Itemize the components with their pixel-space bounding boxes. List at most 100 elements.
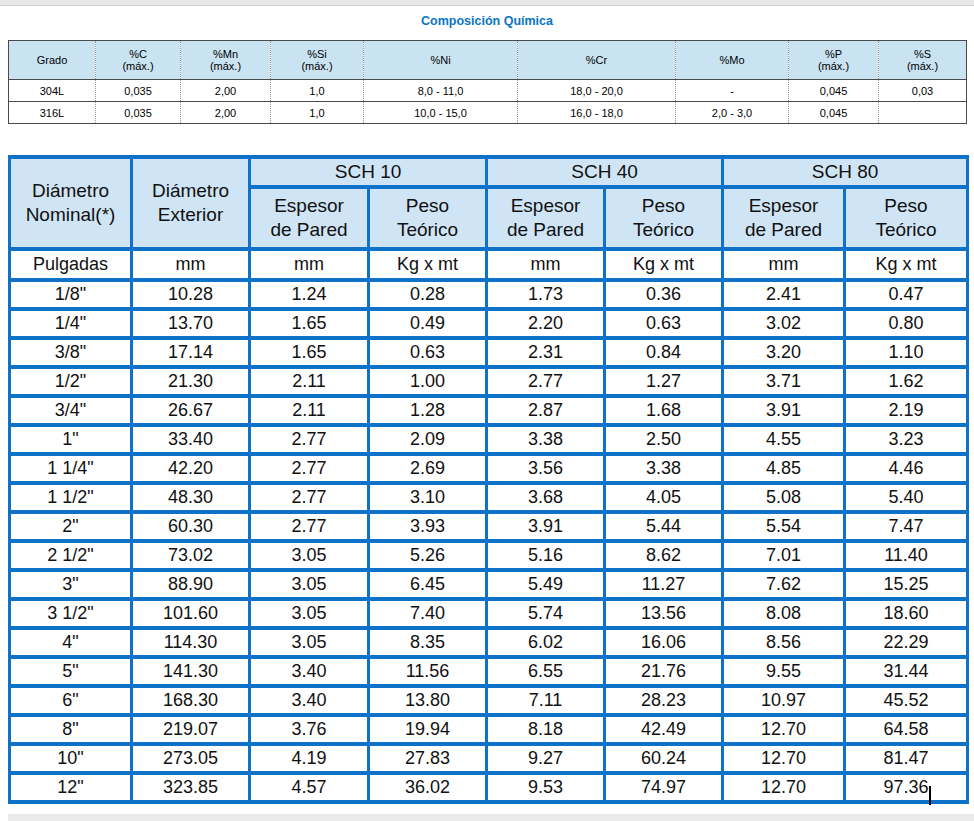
unit-cell-pulgadas[interactable]: Pulgadas: [10, 249, 132, 280]
sch10-wall-cell[interactable]: 2.11: [250, 396, 369, 425]
sch40-weight-cell[interactable]: 16.06: [605, 628, 723, 657]
nominal-diameter-cell[interactable]: 1/8": [10, 280, 132, 309]
value-cell[interactable]: 0,035: [96, 102, 181, 124]
sch40-weight-cell[interactable]: 2.50: [605, 425, 723, 454]
nominal-diameter-cell[interactable]: 3": [10, 570, 132, 599]
sch10-weight-cell[interactable]: 5.26: [369, 541, 487, 570]
col-header-sch10-weight[interactable]: Peso Teórico: [369, 187, 487, 249]
sch80-wall-cell[interactable]: 3.02: [723, 309, 845, 338]
sch80-wall-cell[interactable]: 4.85: [723, 454, 845, 483]
unit-cell-mm[interactable]: mm: [723, 249, 845, 280]
sch80-wall-cell[interactable]: 8.56: [723, 628, 845, 657]
sch40-wall-cell[interactable]: 3.38: [487, 425, 605, 454]
sch10-wall-cell[interactable]: 2.77: [250, 483, 369, 512]
sch40-wall-cell[interactable]: 2.31: [487, 338, 605, 367]
sch80-weight-cell[interactable]: 64.58: [845, 715, 968, 744]
sch80-wall-cell[interactable]: 12.70: [723, 744, 845, 773]
sch10-weight-cell[interactable]: 36.02: [369, 773, 487, 802]
sch40-wall-cell[interactable]: 3.56: [487, 454, 605, 483]
col-header-chromium[interactable]: %Cr: [518, 41, 676, 80]
sch80-weight-cell[interactable]: 0.47: [845, 280, 968, 309]
sch40-wall-cell[interactable]: 1.73: [487, 280, 605, 309]
sch40-weight-cell[interactable]: 21.76: [605, 657, 723, 686]
nominal-diameter-cell[interactable]: 8": [10, 715, 132, 744]
sch10-weight-cell[interactable]: 2.09: [369, 425, 487, 454]
sch10-weight-cell[interactable]: 13.80: [369, 686, 487, 715]
sch40-wall-cell[interactable]: 2.20: [487, 309, 605, 338]
sch80-weight-cell[interactable]: 97.36: [845, 773, 968, 802]
sch10-weight-cell[interactable]: 3.10: [369, 483, 487, 512]
sch80-wall-cell[interactable]: 4.55: [723, 425, 845, 454]
col-header-sch40-wall[interactable]: Espesor de Pared: [487, 187, 605, 249]
sch10-wall-cell[interactable]: 4.19: [250, 744, 369, 773]
sch80-wall-cell[interactable]: 5.54: [723, 512, 845, 541]
col-header-outer-diameter[interactable]: Diámetro Exterior: [132, 157, 250, 249]
sch10-weight-cell[interactable]: 1.00: [369, 367, 487, 396]
sch80-weight-cell[interactable]: 2.19: [845, 396, 968, 425]
value-cell[interactable]: [879, 102, 967, 124]
outer-diameter-cell[interactable]: 13.70: [132, 309, 250, 338]
sch10-weight-cell[interactable]: 0.63: [369, 338, 487, 367]
sch10-wall-cell[interactable]: 2.77: [250, 425, 369, 454]
sch10-wall-cell[interactable]: 3.76: [250, 715, 369, 744]
sch10-wall-cell[interactable]: 3.40: [250, 657, 369, 686]
sch80-weight-cell[interactable]: 15.25: [845, 570, 968, 599]
sch10-weight-cell[interactable]: 11.56: [369, 657, 487, 686]
outer-diameter-cell[interactable]: 26.67: [132, 396, 250, 425]
sch40-weight-cell[interactable]: 0.84: [605, 338, 723, 367]
nominal-diameter-cell[interactable]: 3/8": [10, 338, 132, 367]
sch40-weight-cell[interactable]: 5.44: [605, 512, 723, 541]
sch40-weight-cell[interactable]: 11.27: [605, 570, 723, 599]
value-cell[interactable]: 2,00: [181, 102, 271, 124]
sch40-wall-cell[interactable]: 5.16: [487, 541, 605, 570]
sch40-wall-cell[interactable]: 3.91: [487, 512, 605, 541]
outer-diameter-cell[interactable]: 21.30: [132, 367, 250, 396]
sch10-weight-cell[interactable]: 19.94: [369, 715, 487, 744]
value-cell[interactable]: 18,0 - 20,0: [518, 80, 676, 102]
col-header-nominal-diameter[interactable]: Diámetro Nominal(*): [10, 157, 132, 249]
value-cell[interactable]: 2,0 - 3,0: [676, 102, 789, 124]
sch40-wall-cell[interactable]: 9.53: [487, 773, 605, 802]
sch80-weight-cell[interactable]: 81.47: [845, 744, 968, 773]
sch40-wall-cell[interactable]: 6.55: [487, 657, 605, 686]
grade-cell[interactable]: 304L: [9, 80, 96, 102]
sch80-wall-cell[interactable]: 5.08: [723, 483, 845, 512]
col-header-nickel[interactable]: %Ni: [364, 41, 518, 80]
sch40-weight-cell[interactable]: 74.97: [605, 773, 723, 802]
col-header-silicon[interactable]: %Si (máx.): [271, 41, 364, 80]
outer-diameter-cell[interactable]: 114.30: [132, 628, 250, 657]
unit-cell-kg-mt[interactable]: Kg x mt: [605, 249, 723, 280]
sch80-wall-cell[interactable]: 3.20: [723, 338, 845, 367]
col-header-sulfur[interactable]: %S (máx.): [879, 41, 967, 80]
sch10-wall-cell[interactable]: 3.05: [250, 541, 369, 570]
sch40-weight-cell[interactable]: 1.68: [605, 396, 723, 425]
sch10-weight-cell[interactable]: 0.49: [369, 309, 487, 338]
sch40-weight-cell[interactable]: 4.05: [605, 483, 723, 512]
outer-diameter-cell[interactable]: 42.20: [132, 454, 250, 483]
col-header-carbon[interactable]: %C (máx.): [96, 41, 181, 80]
sch40-wall-cell[interactable]: 9.27: [487, 744, 605, 773]
sch80-wall-cell[interactable]: 12.70: [723, 773, 845, 802]
sch10-weight-cell[interactable]: 1.28: [369, 396, 487, 425]
sch10-weight-cell[interactable]: 27.83: [369, 744, 487, 773]
sch10-wall-cell[interactable]: 2.77: [250, 454, 369, 483]
sch10-wall-cell[interactable]: 2.77: [250, 512, 369, 541]
sch40-weight-cell[interactable]: 1.27: [605, 367, 723, 396]
col-header-sch10-wall[interactable]: Espesor de Pared: [250, 187, 369, 249]
sch80-weight-cell[interactable]: 1.62: [845, 367, 968, 396]
unit-cell-mm[interactable]: mm: [132, 249, 250, 280]
sch40-wall-cell[interactable]: 7.11: [487, 686, 605, 715]
sch40-wall-cell[interactable]: 6.02: [487, 628, 605, 657]
value-cell[interactable]: 0,045: [789, 80, 879, 102]
sch80-wall-cell[interactable]: 9.55: [723, 657, 845, 686]
outer-diameter-cell[interactable]: 141.30: [132, 657, 250, 686]
sch10-wall-cell[interactable]: 3.05: [250, 570, 369, 599]
sch10-wall-cell[interactable]: 3.05: [250, 628, 369, 657]
sch80-weight-cell[interactable]: 31.44: [845, 657, 968, 686]
sch80-wall-cell[interactable]: 3.91: [723, 396, 845, 425]
outer-diameter-cell[interactable]: 88.90: [132, 570, 250, 599]
nominal-diameter-cell[interactable]: 6": [10, 686, 132, 715]
nominal-diameter-cell[interactable]: 1 1/4": [10, 454, 132, 483]
col-header-grado[interactable]: Grado: [9, 41, 96, 80]
sch10-wall-cell[interactable]: 3.05: [250, 599, 369, 628]
